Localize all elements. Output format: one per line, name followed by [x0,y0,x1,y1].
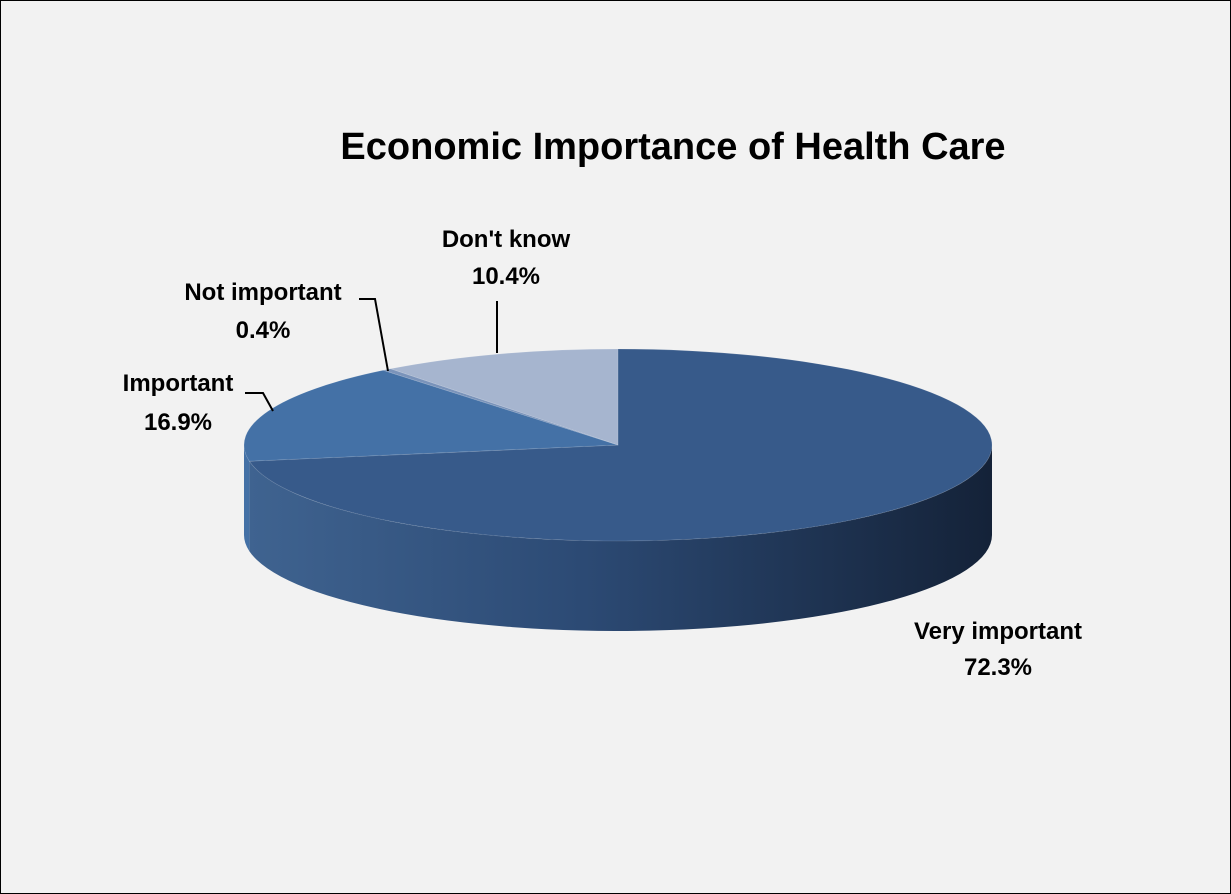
data-label-dont-know-value: 10.4% [472,263,540,290]
pie-side-important [244,445,250,552]
pie-slice-dont-know [389,348,619,446]
data-label-important-name: Important [123,370,234,397]
pie-slice-very-important [248,348,993,542]
pie-side-very-important [249,445,992,632]
leader-line-important [245,392,274,412]
leader-line-not-important [359,298,389,372]
pie-layer: Very important 72.3% Important 16.9% Not imp… [123,226,1082,681]
data-label-important-value: 16.9% [144,409,212,436]
chart-title: Economic Importance of Health Care [340,126,1005,168]
data-label-very-important-name: Very important [914,618,1082,645]
data-label-not-important-name: Not important [184,279,341,306]
data-label-not-important-value: 0.4% [236,317,291,344]
pie-slice-important [243,369,619,462]
data-label-dont-know-name: Don't know [442,226,571,253]
data-label-very-important-value: 72.3% [964,654,1032,681]
